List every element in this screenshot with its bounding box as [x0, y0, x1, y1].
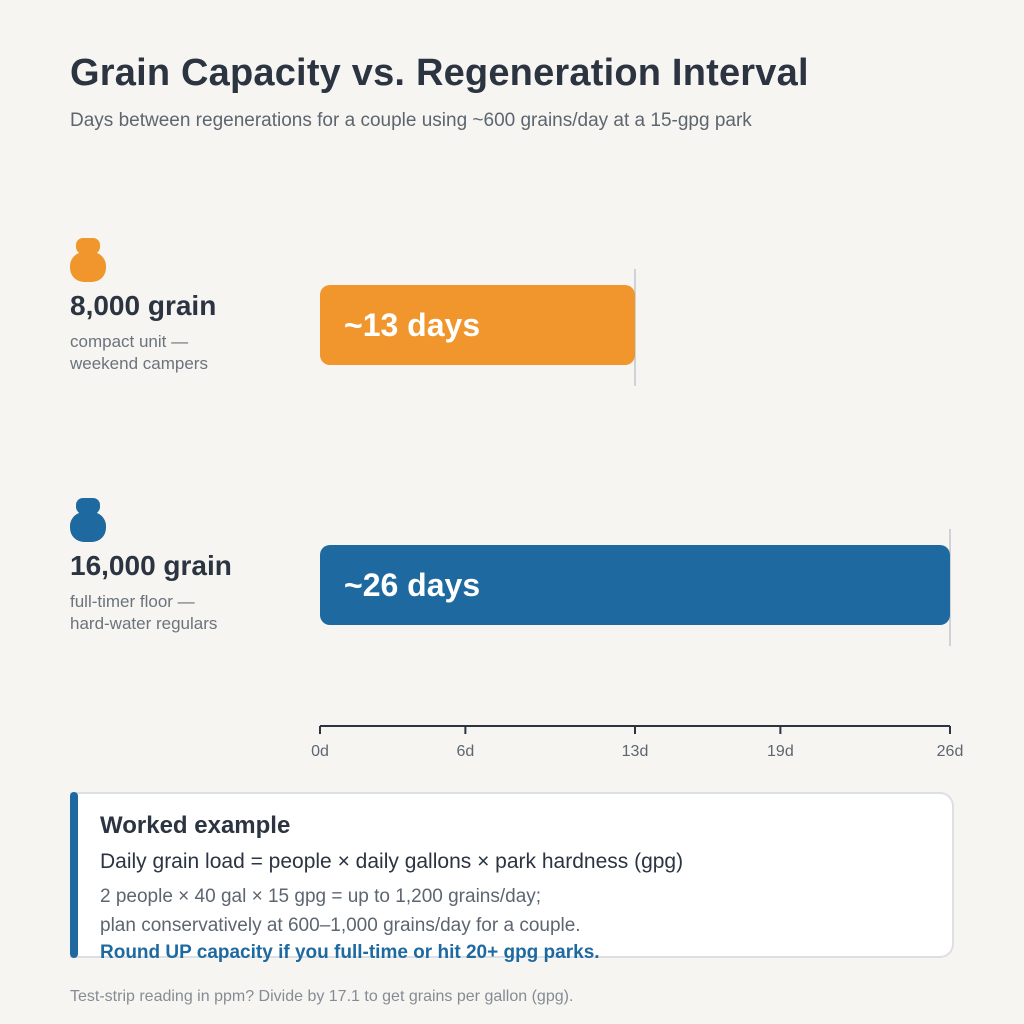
row-desc-line: full-timer floor —	[70, 592, 195, 611]
bar-end-marker	[949, 529, 951, 646]
x-tick-label: 13d	[622, 743, 649, 760]
row-desc-line: compact unit —	[70, 332, 189, 351]
card-emphasis: Round UP capacity if you full-time or hi…	[100, 942, 600, 963]
footer-note: Test-strip reading in ppm? Divide by 17.…	[70, 988, 574, 1005]
row-label-16000: 16,000 grain	[70, 550, 232, 581]
row-desc-16000: full-timer floor — hard-water regulars	[70, 591, 290, 635]
card-title: Worked example	[100, 812, 291, 839]
x-tick-label: 26d	[937, 743, 964, 760]
card-accent-bar	[70, 792, 78, 958]
bar-8000-grain: ~13 days	[320, 285, 635, 365]
page-title: Grain Capacity vs. Regeneration Interval	[70, 52, 809, 94]
water-softener-icon	[70, 238, 106, 282]
x-tick-label: 19d	[767, 743, 794, 760]
row-desc-line: hard-water regulars	[70, 614, 218, 633]
bar-16000-grain: ~26 days	[320, 545, 950, 625]
row-label-8000: 8,000 grain	[70, 290, 217, 321]
bar-data-label: ~26 days	[344, 566, 481, 603]
page-subtitle: Days between regenerations for a couple …	[70, 110, 752, 131]
row-desc-8000: compact unit — weekend campers	[70, 331, 290, 375]
card-formula: Daily grain load = people × daily gallon…	[100, 850, 684, 873]
card-line: 2 people × 40 gal × 15 gpg = up to 1,200…	[100, 886, 542, 907]
row-desc-line: weekend campers	[70, 354, 208, 373]
x-tick-label: 6d	[456, 743, 474, 760]
worked-example-card: Worked example Daily grain load = people…	[70, 792, 954, 963]
x-tick-label: 0d	[311, 743, 329, 760]
card-line: plan conservatively at 600–1,000 grains/…	[100, 915, 581, 936]
bar-end-marker	[634, 269, 636, 386]
bar-data-label: ~13 days	[344, 306, 481, 343]
x-axis: 0d 6d 13d 19d 26d	[311, 725, 964, 760]
water-softener-icon	[70, 498, 106, 542]
